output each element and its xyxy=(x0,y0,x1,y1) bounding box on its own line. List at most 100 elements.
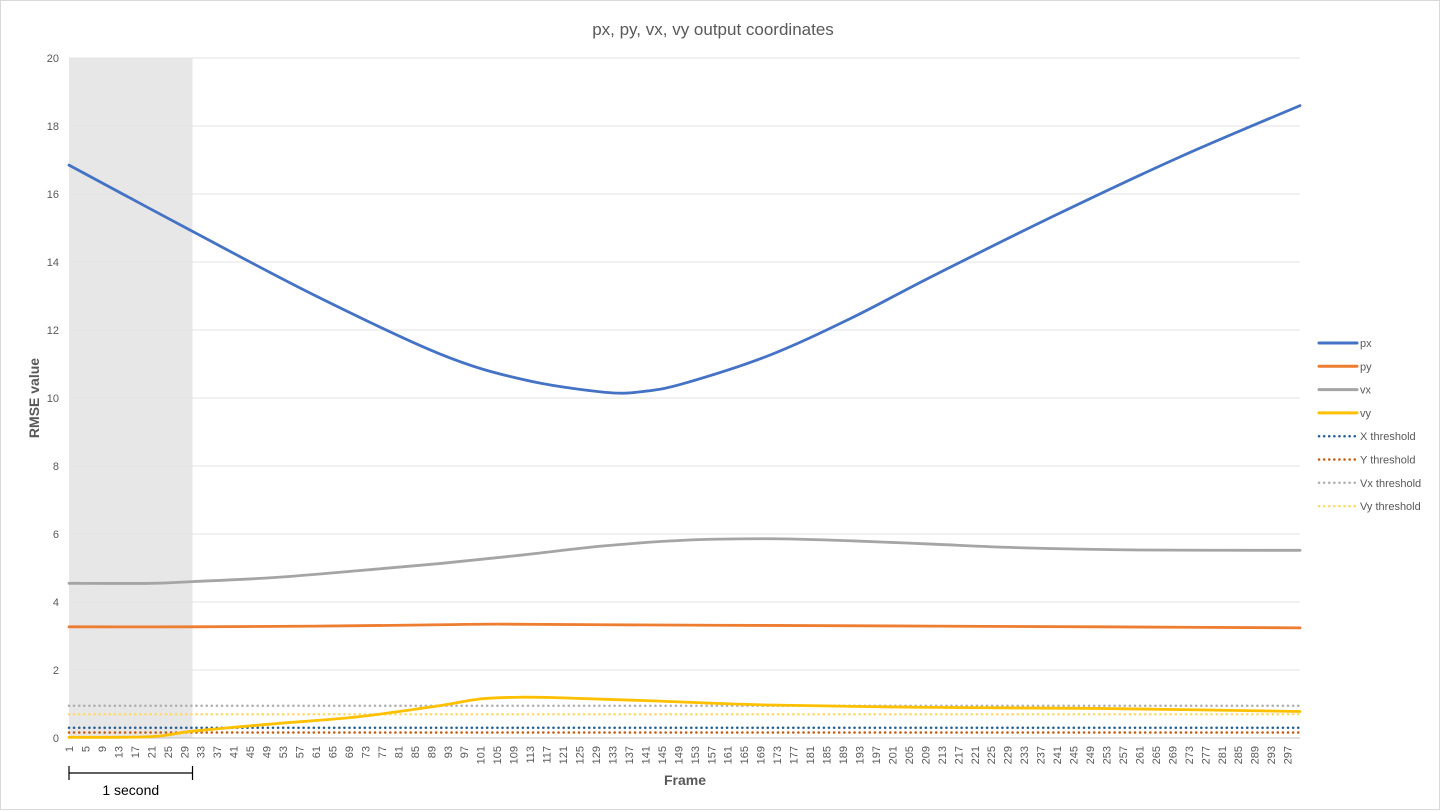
x-tick-label: 97 xyxy=(459,746,471,758)
time-bracket xyxy=(68,766,194,780)
y-tick-label: 10 xyxy=(47,393,59,405)
x-tick-label: 133 xyxy=(607,746,619,764)
x-tick-label: 285 xyxy=(1233,746,1245,764)
x-tick-label: 149 xyxy=(673,746,685,764)
x-tick-label: 93 xyxy=(443,746,455,758)
x-axis-title: Frame xyxy=(664,772,706,788)
x-tick-label: 9 xyxy=(97,746,109,752)
legend-label: vy xyxy=(1360,408,1372,420)
y-axis-title: RMSE value xyxy=(26,358,42,438)
series-line-py xyxy=(67,622,1302,630)
x-tick-label: 245 xyxy=(1069,746,1081,764)
legend-label: py xyxy=(1360,361,1372,373)
y-tick-label: 16 xyxy=(47,189,59,201)
x-tick-label: 233 xyxy=(1019,746,1031,764)
x-tick-label: 13 xyxy=(113,746,125,758)
x-tick-label: 177 xyxy=(789,746,801,764)
x-tick-label: 297 xyxy=(1283,746,1295,764)
x-tick-label: 293 xyxy=(1266,746,1278,764)
x-tick-label: 129 xyxy=(591,746,603,764)
x-tick-label: 89 xyxy=(426,746,438,758)
x-tick-label: 161 xyxy=(723,746,735,764)
y-tick-label: 18 xyxy=(47,121,59,133)
x-tick-label: 1 xyxy=(64,746,76,752)
x-tick-label: 49 xyxy=(262,746,274,758)
legend-label: Vx threshold xyxy=(1360,478,1421,490)
x-tick-label: 197 xyxy=(871,746,883,764)
series-line-px xyxy=(67,104,1302,395)
y-tick-label: 6 xyxy=(53,529,59,541)
x-tick-label: 121 xyxy=(558,746,570,764)
x-tick-label: 85 xyxy=(410,746,422,758)
x-tick-label: 185 xyxy=(822,746,834,764)
x-tick-label: 25 xyxy=(163,746,175,758)
x-tick-label: 249 xyxy=(1085,746,1097,764)
y-tick-label: 4 xyxy=(53,597,59,609)
x-tick-label: 65 xyxy=(327,746,339,758)
series-line-vx xyxy=(67,537,1302,585)
x-tick-label: 73 xyxy=(360,746,372,758)
series-line-vy xyxy=(67,695,1302,739)
x-tick-label: 213 xyxy=(937,746,949,764)
x-tick-label: 21 xyxy=(146,746,158,758)
x-tick-label: 225 xyxy=(986,746,998,764)
x-tick-label: 45 xyxy=(245,746,257,758)
x-tick-label: 5 xyxy=(80,746,92,752)
x-tick-label: 193 xyxy=(854,746,866,764)
x-tick-label: 189 xyxy=(838,746,850,764)
x-tick-label: 145 xyxy=(657,746,669,764)
x-tick-label: 289 xyxy=(1250,746,1262,764)
x-tick-label: 109 xyxy=(509,746,521,764)
shaded-region-label: 1 second xyxy=(102,782,159,798)
x-tick-label: 57 xyxy=(295,746,307,758)
x-tick-label: 273 xyxy=(1184,746,1196,764)
x-tick-label: 41 xyxy=(229,746,241,758)
chart-title: px, py, vx, vy output coordinates xyxy=(592,20,834,39)
x-tick-label: 113 xyxy=(525,746,537,764)
x-tick-label: 217 xyxy=(953,746,965,764)
x-tick-label: 137 xyxy=(624,746,636,764)
x-tick-label: 81 xyxy=(393,746,405,758)
x-tick-label: 261 xyxy=(1134,746,1146,764)
x-tick-label: 37 xyxy=(212,746,224,758)
x-tick-label: 53 xyxy=(278,746,290,758)
y-tick-label: 0 xyxy=(53,733,59,745)
x-tick-label: 241 xyxy=(1052,746,1064,764)
y-tick-label: 20 xyxy=(47,53,59,65)
x-tick-label: 265 xyxy=(1151,746,1163,764)
x-tick-label: 61 xyxy=(311,746,323,758)
x-tick-label: 257 xyxy=(1118,746,1130,764)
x-tick-label: 201 xyxy=(887,746,899,764)
x-tick-label: 153 xyxy=(690,746,702,764)
legend-label: Y threshold xyxy=(1360,455,1415,467)
legend-label: px xyxy=(1360,338,1372,350)
x-tick-label: 205 xyxy=(904,746,916,764)
x-tick-label: 77 xyxy=(377,746,389,758)
y-tick-label: 12 xyxy=(47,325,59,337)
x-tick-label: 101 xyxy=(476,746,488,764)
x-tick-label: 281 xyxy=(1217,746,1229,764)
legend-label: Vy threshold xyxy=(1360,501,1421,513)
x-tick-label: 209 xyxy=(920,746,932,764)
y-tick-label: 8 xyxy=(53,461,59,473)
x-tick-label: 181 xyxy=(805,746,817,764)
x-tick-label: 221 xyxy=(970,746,982,764)
y-tick-label: 2 xyxy=(53,665,59,677)
x-tick-label: 141 xyxy=(640,746,652,764)
x-tick-label: 269 xyxy=(1167,746,1179,764)
x-tick-label: 105 xyxy=(492,746,504,764)
legend-label: vx xyxy=(1360,385,1372,397)
x-tick-label: 17 xyxy=(130,746,142,758)
x-tick-label: 229 xyxy=(1003,746,1015,764)
x-tick-label: 33 xyxy=(196,746,208,758)
x-tick-label: 169 xyxy=(756,746,768,764)
x-tick-label: 165 xyxy=(739,746,751,764)
x-tick-label: 277 xyxy=(1200,746,1212,764)
x-tick-label: 237 xyxy=(1036,746,1048,764)
y-tick-label: 14 xyxy=(47,257,59,269)
x-tick-label: 69 xyxy=(344,746,356,758)
legend-label: X threshold xyxy=(1360,431,1416,443)
x-tick-label: 125 xyxy=(575,746,587,764)
